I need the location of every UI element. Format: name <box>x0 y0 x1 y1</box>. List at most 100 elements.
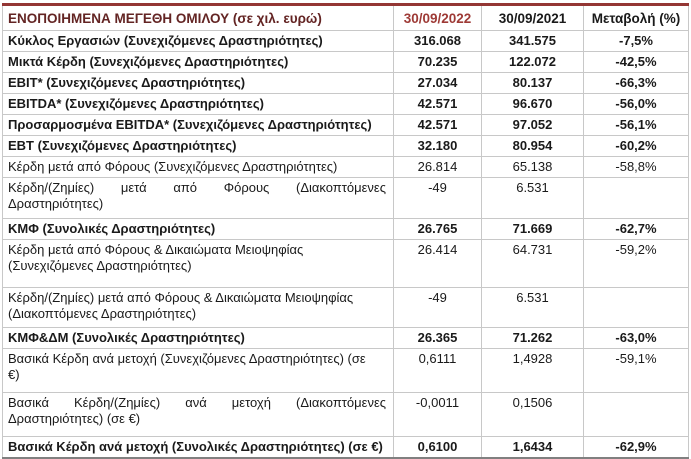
table-row: Βασικά Κέρδη/(Ζημίες) ανά μετοχή (Διακοπ… <box>2 392 689 437</box>
value-change-pct: -56,0% <box>583 93 689 115</box>
row-label-line: Προσαρμοσμένα EBITDA* (Συνεχιζόμενες Δρα… <box>8 117 372 132</box>
row-label-line: (Διακοπτόμενες Δραστηριότητες) <box>8 306 197 321</box>
value-2021: 65.138 <box>481 156 584 178</box>
value-2022: 32.180 <box>393 135 482 157</box>
value-2022: 316.068 <box>393 30 482 52</box>
column-header-2021: 30/09/2021 <box>481 4 584 31</box>
table-row: Κέρδη μετά από Φόρους & Δικαιώματα Μειοψ… <box>2 239 689 288</box>
value-change-pct <box>583 287 689 328</box>
row-label-line: Βασικά Κέρδη/(Ζημίες) ανά μετοχή (Διακοπ… <box>8 395 386 410</box>
column-header-change: Μεταβολή (%) <box>583 4 689 31</box>
value-2021: 6.531 <box>481 177 584 219</box>
value-2021: 1,4928 <box>481 348 584 393</box>
row-label: Κύκλος Εργασιών (Συνεχιζόμενες Δραστηριό… <box>2 30 394 52</box>
row-label-line: ΚΜΦ&ΔΜ (Συνολικές Δραστηριότητες) <box>8 330 245 345</box>
value-2022: 42.571 <box>393 93 482 115</box>
value-2021: 71.669 <box>481 218 584 240</box>
table-row: Βασικά Κέρδη ανά μετοχή (Συνεχιζόμενες Δ… <box>2 348 689 393</box>
row-label: Βασικά Κέρδη ανά μετοχή (Συνολικές Δραστ… <box>2 436 394 459</box>
row-label-line: ΚΜΦ (Συνολικές Δραστηριότητες) <box>8 221 216 236</box>
row-label-line: (Συνεχιζόμενες Δραστηριότητες) <box>8 258 192 273</box>
value-change-pct: -63,0% <box>583 327 689 349</box>
table-row: EBITDA* (Συνεχιζόμενες Δραστηριότητες) 42… <box>2 93 689 115</box>
row-label-line: EBITDA* (Συνεχιζόμενες Δραστηριότητες) <box>8 96 264 111</box>
value-2021: 341.575 <box>481 30 584 52</box>
value-2021: 0,1506 <box>481 392 584 437</box>
row-label: Βασικά Κέρδη/(Ζημίες) ανά μετοχή (Διακοπ… <box>2 392 394 437</box>
value-2021: 97.052 <box>481 114 584 136</box>
value-change-pct: -59,1% <box>583 348 689 393</box>
value-change-pct: -7,5% <box>583 30 689 52</box>
value-2022: 26.814 <box>393 156 482 178</box>
row-label: ΚΜΦ&ΔΜ (Συνολικές Δραστηριότητες) <box>2 327 394 349</box>
value-2022: 0,6100 <box>393 436 482 459</box>
table-body: Κύκλος Εργασιών (Συνεχιζόμενες Δραστηριό… <box>2 30 689 459</box>
row-label: Βασικά Κέρδη ανά μετοχή (Συνεχιζόμενες Δ… <box>2 348 394 393</box>
row-label-line: Κέρδη μετά από Φόρους (Συνεχιζόμενες Δρα… <box>8 159 338 174</box>
value-change-pct: -58,8% <box>583 156 689 178</box>
table-row: EBIT* (Συνεχιζόμενες Δραστηριότητες) 27.0… <box>2 72 689 94</box>
value-2022: 42.571 <box>393 114 482 136</box>
value-2022: 26.414 <box>393 239 482 288</box>
row-label: EBT (Συνεχιζόμενες Δραστηριότητες) <box>2 135 394 157</box>
row-label-line: Κέρδη/(Ζημίες) μετά από Φόρους & Δικαιώμ… <box>8 290 354 305</box>
table-row: Κέρδη/(Ζημίες) μετά από Φόρους & Δικαιώμ… <box>2 287 689 328</box>
row-label-line: Κύκλος Εργασιών (Συνεχιζόμενες Δραστηριό… <box>8 33 323 48</box>
value-2022: 70.235 <box>393 51 482 73</box>
row-label: EBITDA* (Συνεχιζόμενες Δραστηριότητες) <box>2 93 394 115</box>
value-2022: -49 <box>393 287 482 328</box>
row-label-line: €) <box>8 367 20 382</box>
row-label-line: Βασικά Κέρδη ανά μετοχή (Συνολικές Δραστ… <box>8 439 383 454</box>
table-row: Μικτά Κέρδη (Συνεχιζόμενες Δραστηριότητε… <box>2 51 689 73</box>
value-change-pct <box>583 177 689 219</box>
value-2021: 6.531 <box>481 287 584 328</box>
row-label: Κέρδη/(Ζημίες) μετά από Φόρους (Διακοπτό… <box>2 177 394 219</box>
value-2022: 0,6111 <box>393 348 482 393</box>
table-header-row: ΕΝΟΠΟΙΗΜΕΝΑ ΜΕΓΕΘΗ ΟΜΙΛΟΥ (σε χιλ. ευρώ)… <box>2 4 689 31</box>
row-label-line: EBT (Συνεχιζόμενες Δραστηριότητες) <box>8 138 237 153</box>
value-change-pct: -42,5% <box>583 51 689 73</box>
row-label: Προσαρμοσμένα EBITDA* (Συνεχιζόμενες Δρα… <box>2 114 394 136</box>
column-header-2022: 30/09/2022 <box>393 4 482 31</box>
table-row: Προσαρμοσμένα EBITDA* (Συνεχιζόμενες Δρα… <box>2 114 689 136</box>
value-change-pct: -59,2% <box>583 239 689 288</box>
value-2022: 26.765 <box>393 218 482 240</box>
row-label-line: Βασικά Κέρδη ανά μετοχή (Συνεχιζόμενες Δ… <box>8 351 366 366</box>
value-change-pct: -62,7% <box>583 218 689 240</box>
table-row: ΚΜΦ&ΔΜ (Συνολικές Δραστηριότητες) 26.365 7… <box>2 327 689 349</box>
table-row: Κέρδη μετά από Φόρους (Συνεχιζόμενες Δρα… <box>2 156 689 178</box>
row-label-line: Δραστηριότητες) (σε €) <box>8 411 141 426</box>
table-row: Βασικά Κέρδη ανά μετοχή (Συνολικές Δραστ… <box>2 436 689 459</box>
row-label: Κέρδη μετά από Φόρους (Συνεχιζόμενες Δρα… <box>2 156 394 178</box>
value-2021: 80.137 <box>481 72 584 94</box>
value-change-pct: -62,9% <box>583 436 689 459</box>
value-2022: -0,0011 <box>393 392 482 437</box>
table-row: Κέρδη/(Ζημίες) μετά από Φόρους (Διακοπτό… <box>2 177 689 219</box>
value-2021: 80.954 <box>481 135 584 157</box>
value-2022: 27.034 <box>393 72 482 94</box>
consolidated-group-figures-table: ΕΝΟΠΟΙΗΜΕΝΑ ΜΕΓΕΘΗ ΟΜΙΛΟΥ (σε χιλ. ευρώ)… <box>2 3 689 459</box>
value-2022: 26.365 <box>393 327 482 349</box>
value-2021: 71.262 <box>481 327 584 349</box>
row-label-line: EBIT* (Συνεχιζόμενες Δραστηριότητες) <box>8 75 246 90</box>
value-2021: 64.731 <box>481 239 584 288</box>
row-label: EBIT* (Συνεχιζόμενες Δραστηριότητες) <box>2 72 394 94</box>
value-change-pct: -60,2% <box>583 135 689 157</box>
value-change-pct <box>583 392 689 437</box>
row-label: Κέρδη μετά από Φόρους & Δικαιώματα Μειοψ… <box>2 239 394 288</box>
value-2022: -49 <box>393 177 482 219</box>
row-label: ΚΜΦ (Συνολικές Δραστηριότητες) <box>2 218 394 240</box>
table-row: Κύκλος Εργασιών (Συνεχιζόμενες Δραστηριό… <box>2 30 689 52</box>
row-label-line: Μικτά Κέρδη (Συνεχιζόμενες Δραστηριότητε… <box>8 54 289 69</box>
row-label: Μικτά Κέρδη (Συνεχιζόμενες Δραστηριότητε… <box>2 51 394 73</box>
row-label-line: Κέρδη/(Ζημίες) μετά από Φόρους (Διακοπτό… <box>8 180 386 195</box>
row-label: Κέρδη/(Ζημίες) μετά από Φόρους & Δικαιώμ… <box>2 287 394 328</box>
value-2021: 122.072 <box>481 51 584 73</box>
table-title: ΕΝΟΠΟΙΗΜΕΝΑ ΜΕΓΕΘΗ ΟΜΙΛΟΥ (σε χιλ. ευρώ) <box>2 4 394 31</box>
value-change-pct: -66,3% <box>583 72 689 94</box>
row-label-line: Δραστηριότητες) <box>8 196 104 211</box>
value-change-pct: -56,1% <box>583 114 689 136</box>
table-row: ΚΜΦ (Συνολικές Δραστηριότητες) 26.765 71.6… <box>2 218 689 240</box>
value-2021: 96.670 <box>481 93 584 115</box>
